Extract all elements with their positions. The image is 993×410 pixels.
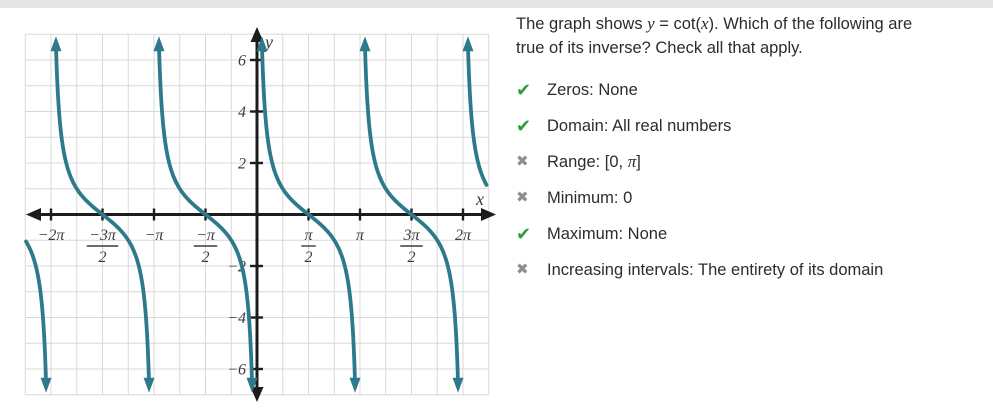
curve-up-arrow — [50, 36, 62, 52]
question-line: The graph shows y = cot(x). Which of the… — [516, 12, 982, 36]
svg-text:2: 2 — [408, 249, 416, 266]
cot-branch — [54, 43, 151, 386]
math-symbol: π — [627, 152, 637, 171]
correct-check-icon: ✔ — [516, 80, 532, 100]
x-axis-label: x — [475, 189, 484, 209]
svg-text:3π: 3π — [402, 227, 420, 244]
question-text-part: ). Which of the following are — [708, 15, 913, 33]
curve-down-arrow — [452, 377, 464, 393]
svg-text:−4: −4 — [227, 310, 246, 327]
math-symbol: x — [701, 14, 709, 33]
graph-axes: xy — [26, 27, 496, 402]
cot-branch — [157, 43, 254, 386]
svg-text:−2π: −2π — [38, 227, 66, 244]
curve-down-arrow — [349, 377, 361, 393]
answer-options: ✔ Zeros: None ✔ Domain: All real numbers ✖ Ra… — [516, 79, 982, 281]
question-panel: The graph shows y = cot(x). Which of the… — [516, 12, 982, 281]
y-axis-bottom-arrow — [250, 387, 264, 402]
cot-branch — [24, 239, 48, 386]
option-text-part: Minimum: 0 — [547, 189, 633, 207]
cot-graph-panel: x y −2π −3π 2 −π −π 2 π 2 π 3π 2 2π 6 4 2 −2 −4 −6 — [24, 27, 496, 402]
curve-down-arrow — [246, 377, 258, 393]
answer-option-label: Maximum: None — [547, 223, 667, 245]
svg-text:2: 2 — [202, 249, 210, 266]
answer-option-row[interactable]: ✖ Range: [0, π] — [516, 151, 982, 173]
cot-branch — [466, 43, 489, 187]
y-axis-top-arrow — [250, 27, 264, 42]
svg-text:4: 4 — [238, 104, 246, 121]
svg-text:6: 6 — [238, 53, 246, 70]
answer-option-row[interactable]: ✖ Increasing intervals: The entirety of i… — [516, 259, 982, 281]
answer-option-row[interactable]: ✖ Minimum: 0 — [516, 187, 982, 209]
answer-option-label: Range: [0, π] — [547, 151, 641, 173]
question-text-part: The graph shows — [516, 15, 648, 33]
option-text-part: ] — [636, 153, 641, 171]
svg-text:2: 2 — [99, 249, 107, 266]
answer-option-label: Increasing intervals: The entirety of it… — [547, 259, 883, 281]
y-axis-label: y — [263, 32, 273, 52]
answer-option-label: Domain: All real numbers — [547, 115, 731, 137]
curve-up-arrow — [153, 36, 165, 52]
answer-option-row[interactable]: ✔ Maximum: None — [516, 223, 982, 245]
answer-option-label: Zeros: None — [547, 79, 638, 101]
curve-up-arrow — [462, 36, 474, 52]
svg-text:−3π: −3π — [89, 227, 117, 244]
svg-text:2π: 2π — [455, 227, 472, 244]
svg-text:−π: −π — [196, 227, 216, 244]
incorrect-cross-icon: ✖ — [516, 189, 529, 206]
curve-down-arrow — [143, 377, 155, 393]
question-line: true of its inverse? Check all that appl… — [516, 36, 982, 60]
answer-option-row[interactable]: ✔ Zeros: None — [516, 79, 982, 101]
correct-check-icon: ✔ — [516, 116, 532, 136]
correct-check-icon: ✔ — [516, 224, 532, 244]
option-text-part: Maximum: None — [547, 225, 668, 243]
top-strip — [0, 0, 993, 8]
option-text-part: Increasing intervals: The entirety of it… — [547, 261, 884, 279]
incorrect-cross-icon: ✖ — [516, 153, 529, 170]
cot-branch — [260, 43, 357, 386]
x-axis-left-arrow — [26, 208, 41, 221]
answer-option-label: Minimum: 0 — [547, 187, 632, 209]
option-text-part: Zeros: None — [547, 81, 638, 99]
svg-text:2: 2 — [305, 249, 313, 266]
curve-up-arrow — [256, 36, 268, 52]
math-symbol: y — [647, 14, 655, 33]
curve-up-arrow — [359, 36, 371, 52]
curve-down-arrow — [40, 377, 52, 393]
question-text-part: true of its inverse? Check all that appl… — [516, 39, 803, 57]
answer-option-row[interactable]: ✔ Domain: All real numbers — [516, 115, 982, 137]
svg-text:π: π — [304, 227, 313, 244]
question-text: The graph shows y = cot(x). Which of the… — [516, 12, 982, 60]
cot-curve-branches — [24, 36, 489, 393]
svg-text:−6: −6 — [227, 362, 246, 379]
option-text-part: Range: [0, — [547, 153, 628, 171]
option-text-part: Domain: All real numbers — [547, 117, 732, 135]
cot-branch — [363, 43, 460, 386]
svg-text:π: π — [356, 227, 365, 244]
x-axis-right-arrow — [481, 208, 496, 221]
svg-text:−π: −π — [145, 227, 165, 244]
svg-text:2: 2 — [238, 156, 246, 173]
question-text-part: = cot( — [654, 15, 702, 33]
incorrect-cross-icon: ✖ — [516, 261, 529, 278]
